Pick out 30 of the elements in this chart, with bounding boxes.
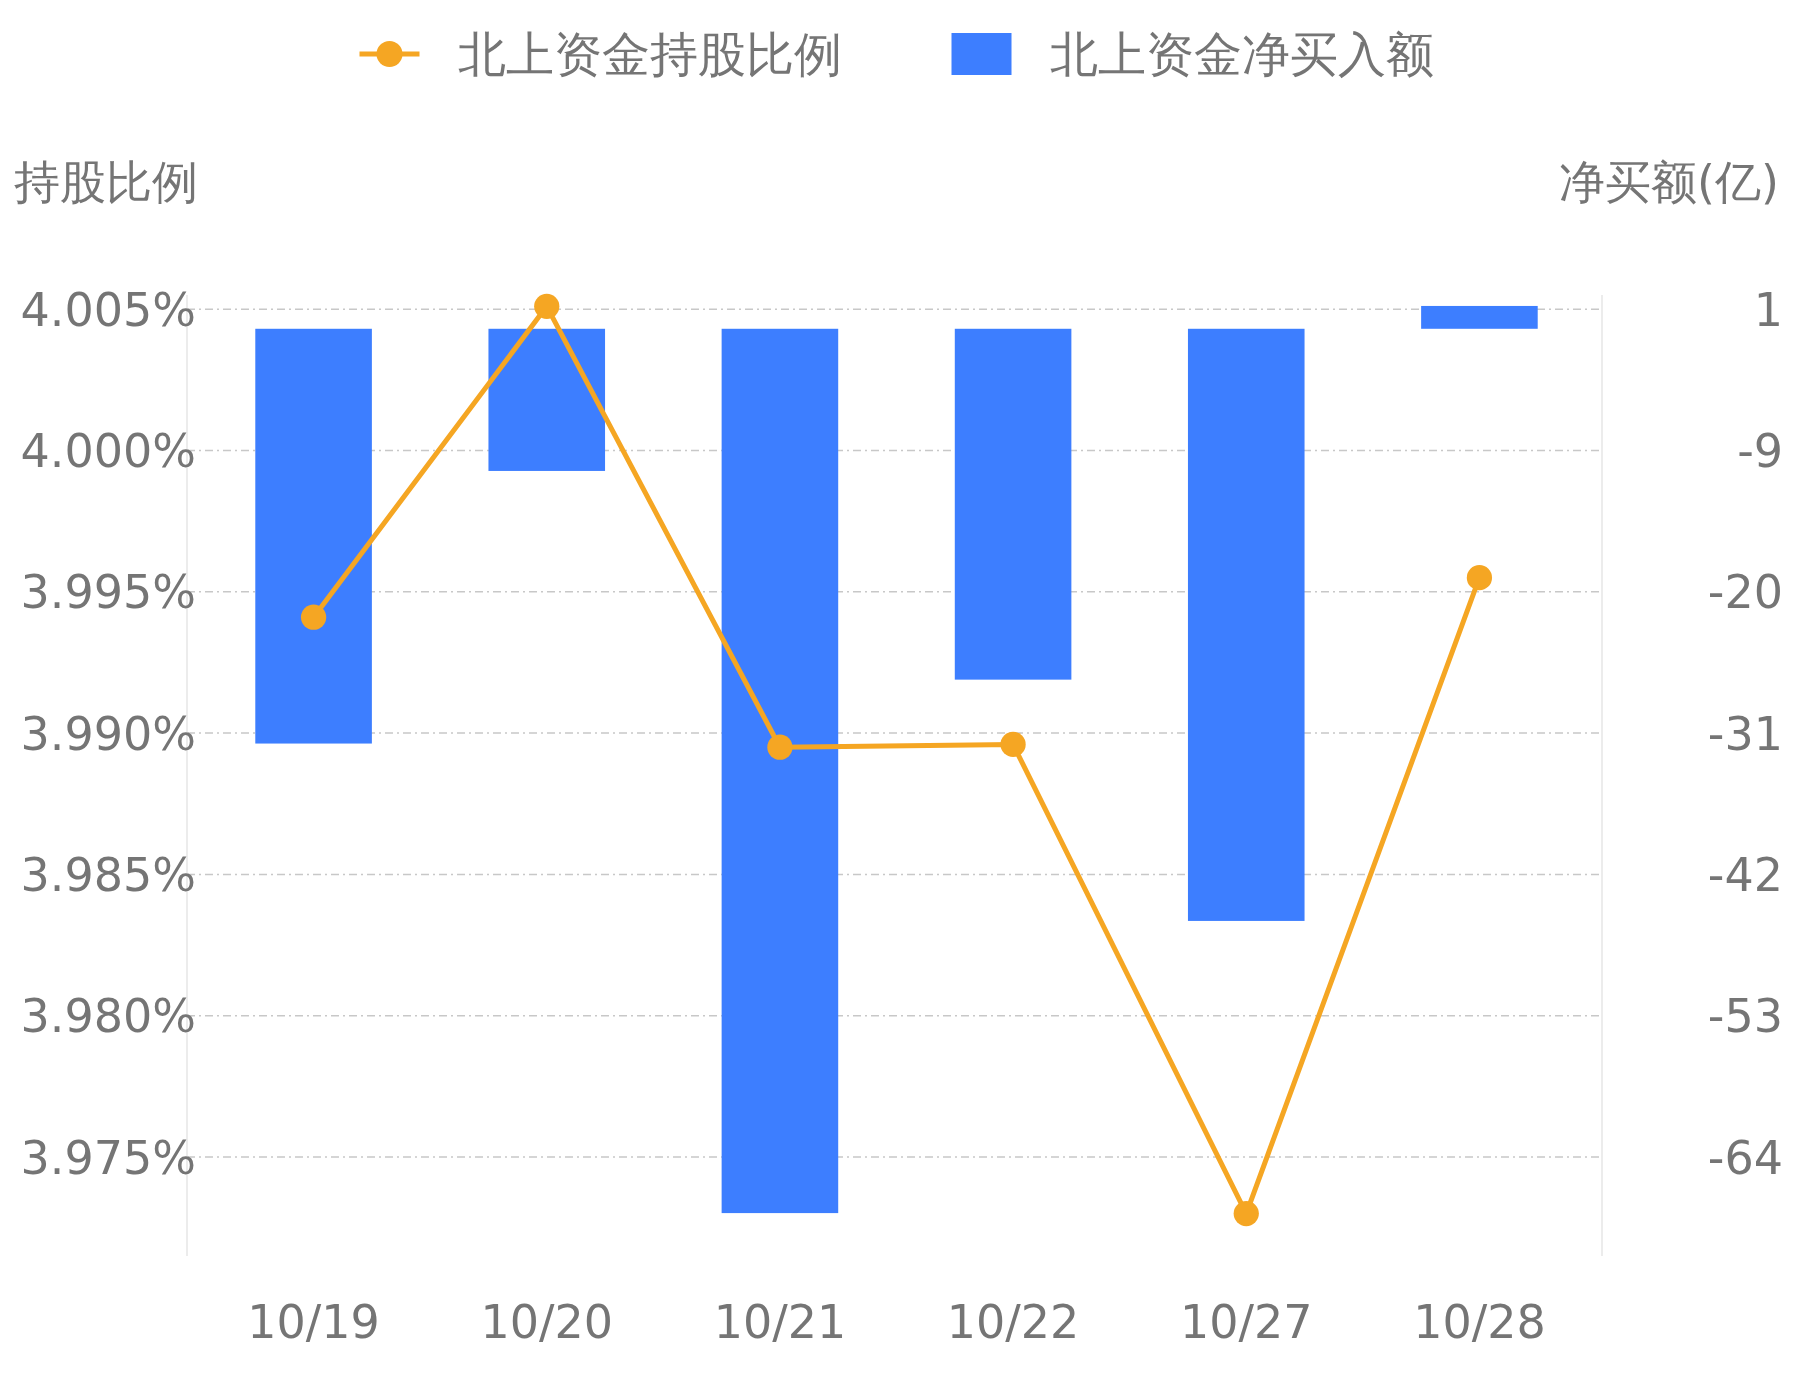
x-tick-label: 10/20: [480, 1295, 614, 1349]
y2-axis-title: 净买额(亿): [1559, 155, 1779, 209]
legend-label: 北上资金持股比例: [457, 25, 842, 82]
point: [1466, 565, 1493, 591]
x-tick-label: 10/28: [1413, 1295, 1546, 1349]
legend-label: 北上资金净买入额: [1049, 25, 1434, 82]
point: [1233, 1201, 1259, 1227]
y-tick-label: 3.985%: [20, 848, 196, 903]
y2-tick-label: -42: [1707, 847, 1783, 902]
point: [1000, 731, 1026, 757]
x-tick-label: 10/27: [1179, 1295, 1313, 1349]
y-tick-label: 4.005%: [20, 282, 196, 337]
y-tick-label: 3.980%: [20, 989, 196, 1044]
x-tick-label: 10/22: [946, 1295, 1080, 1349]
point: [300, 604, 327, 630]
y2-tick-label: 1: [1753, 282, 1783, 337]
x-tick-label: 10/21: [713, 1295, 847, 1349]
y2-tick-label: -31: [1707, 706, 1783, 761]
y-axis-title: 持股比例: [14, 155, 198, 209]
y-tick-label: 3.990%: [20, 706, 196, 761]
point: [767, 734, 793, 760]
point: [534, 293, 560, 319]
y-tick-label: 3.995%: [20, 565, 196, 620]
y2-tick-label: -9: [1737, 424, 1783, 479]
y2-tick-label: -64: [1707, 1130, 1783, 1185]
y2-tick-label: -20: [1707, 565, 1783, 620]
y-tick-label: 3.975%: [20, 1130, 196, 1185]
x-tick-label: 10/19: [247, 1295, 380, 1349]
y2-tick-label: -53: [1707, 989, 1783, 1044]
y-tick-label: 4.000%: [20, 424, 196, 479]
